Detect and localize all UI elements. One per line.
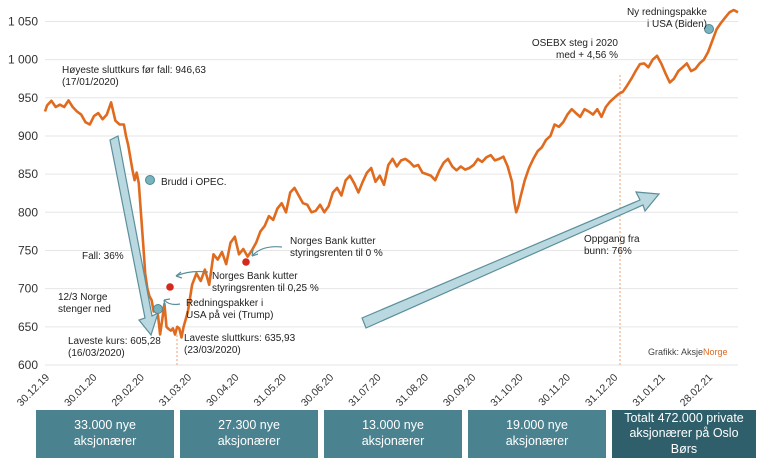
x-tick-label: 31.10.20	[488, 372, 525, 409]
x-tick-label: 29.02.20	[109, 372, 146, 409]
event-markers	[145, 24, 714, 314]
x-tick-label: 30.01.20	[62, 372, 99, 409]
norway-label: 12/3 Norge	[58, 292, 108, 303]
reference-lines	[176, 75, 621, 365]
box-period-3: 13.000 nye aksjonærer	[324, 410, 462, 458]
x-tick-label: 31.03.20	[157, 372, 194, 409]
biden-marker	[704, 24, 714, 34]
x-tick-label: 31.12.20	[583, 372, 620, 409]
pointer-rate0	[251, 246, 283, 257]
rate-cut-0-label: Norges Bank kutter	[290, 236, 376, 247]
y-tick-label: 900	[18, 129, 38, 143]
index-line	[43, 8, 739, 339]
y-tick-label: 700	[18, 282, 38, 296]
box-period-1: 33.000 nye aksjonærer	[36, 410, 174, 458]
y-tick-label: 800	[18, 205, 38, 219]
fall-label: Fall: 36%	[82, 251, 124, 262]
rate-cut-marker-2	[242, 258, 250, 266]
rescue-packages-label: Redningspakker i	[186, 298, 263, 309]
investor-boxes: 33.000 nye aksjonærer 27.300 nye aksjonæ…	[36, 410, 756, 460]
rate-cut-025-label: styringsrenten til 0,25 %	[212, 283, 319, 294]
y-tick-label: 950	[18, 91, 38, 105]
pointer-rate025-head	[175, 271, 183, 279]
y-tick-label: 600	[18, 358, 38, 372]
pointer-rate025	[175, 270, 209, 277]
osebx-label: OSEBX steg i 2020	[532, 38, 619, 49]
annotations: Høyeste sluttkurs før fall: 946,63(17/01…	[58, 7, 728, 359]
recovery-label: bunn: 76%	[584, 246, 632, 257]
biden-label: Ny redningspakke	[627, 7, 707, 18]
y-tick-label: 1 050	[8, 14, 38, 28]
pointer-rate0-head	[251, 249, 259, 257]
x-tick-label: 31.08.20	[394, 372, 431, 409]
x-tick-label: 31.01.21	[630, 372, 667, 409]
fall-arrow	[109, 135, 160, 337]
high-label: (17/01/2020)	[62, 77, 119, 88]
x-tick-label: 31.05.20	[252, 372, 289, 409]
high-label: Høyeste sluttkurs før fall: 946,63	[62, 65, 206, 76]
y-axis-ticks: 600 650 700 750 800 850 900 950 1 000 1 050	[8, 14, 38, 372]
trend-arrows	[109, 135, 661, 337]
x-tick-label: 30.09.20	[441, 372, 478, 409]
rate-cut-marker-1	[166, 283, 174, 291]
x-tick-label: 30.04.20	[204, 372, 241, 409]
recovery-label: Oppgang fra	[584, 234, 640, 245]
opec-label: Brudd i OPEC.	[161, 177, 227, 188]
lowest-price-label: (16/03/2020)	[68, 348, 125, 359]
norway-label: stenger ned	[58, 304, 111, 315]
rate-cut-0-label: styringsrenten til 0 %	[290, 248, 383, 259]
y-tick-label: 1 000	[8, 53, 38, 67]
recovery-arrow	[361, 191, 661, 329]
x-tick-label: 31.07.20	[346, 372, 383, 409]
box-period-2: 27.300 nye aksjonærer	[180, 410, 318, 458]
x-axis-ticks: 30.12.19 30.01.20 29.02.20 31.03.20 30.04.20…	[15, 372, 715, 410]
rescue-packages-label: USA på vei (Trump)	[186, 309, 273, 321]
x-tick-label: 30.06.20	[299, 372, 336, 409]
lowest-price-label: Laveste kurs: 605,28	[68, 336, 161, 347]
rate-cut-025-label: Norges Bank kutter	[212, 271, 298, 282]
box-total: Totalt 472.000 private aksjonærer på Osl…	[612, 410, 756, 458]
lowest-close-label: (23/03/2020)	[184, 345, 241, 356]
x-tick-label: 30.12.19	[15, 372, 52, 409]
x-tick-label: 30.11.20	[536, 372, 573, 409]
box-period-4: 19.000 nye aksjonærer	[468, 410, 606, 458]
y-tick-label: 750	[18, 243, 38, 257]
biden-label: i USA (Biden)	[647, 19, 707, 30]
lowest-close-label: Laveste sluttkurs: 635,93	[184, 333, 296, 344]
credit-label: Grafikk: AksjeNorge	[648, 347, 728, 357]
pointer-packages-head	[163, 298, 171, 307]
y-tick-label: 650	[18, 320, 38, 334]
y-tick-label: 850	[18, 167, 38, 181]
opec-marker	[145, 175, 155, 185]
osebx-label: med + 4,56 %	[556, 50, 618, 61]
x-tick-label: 28.02.21	[678, 372, 715, 409]
pointer-packages	[163, 299, 181, 306]
norway-marker	[153, 304, 163, 314]
